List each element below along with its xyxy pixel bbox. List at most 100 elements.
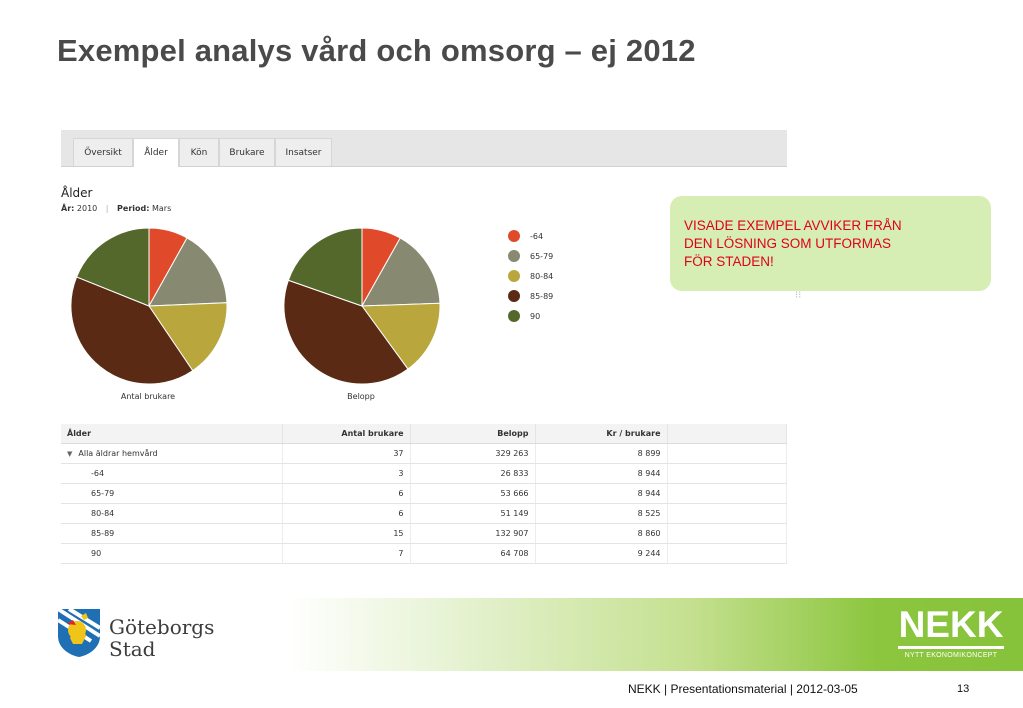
logo-line2: Stad: [109, 637, 156, 661]
pie-caption-belopp: Belopp: [347, 392, 375, 401]
tab-insatser[interactable]: Insatser: [275, 138, 332, 166]
period-value: Mars: [152, 204, 172, 213]
legend-label: -64: [530, 231, 544, 241]
tab-alder[interactable]: Ålder: [133, 138, 179, 167]
row-label: -64: [61, 463, 283, 484]
age-table: Ålder Antal brukare Belopp Kr / brukare …: [61, 424, 787, 564]
tab-oversikt[interactable]: Översikt: [73, 138, 133, 166]
pie-belopp-svg: [283, 227, 441, 385]
cell-belopp: 64 708: [410, 543, 536, 564]
table-row[interactable]: 85-89 15 132 907 8 860: [61, 523, 787, 544]
table-row[interactable]: 90 7 64 708 9 244: [61, 543, 787, 564]
cell-kr-per-brukare: 8 860: [535, 523, 668, 544]
cell-belopp: 53 666: [410, 483, 536, 504]
row-label: 80-84: [61, 503, 283, 524]
cell-empty: [667, 483, 787, 504]
legend-item: 85-89: [508, 286, 553, 306]
row-label: 90: [61, 543, 283, 564]
pie-slice-90[interactable]: [75, 227, 150, 307]
callout-line: DEN LÖSNING SOM UTFORMAS: [684, 236, 892, 251]
pie-slice-80-84[interactable]: [361, 302, 441, 370]
cell-empty: [667, 463, 787, 484]
pie-slice-85-89[interactable]: [283, 279, 409, 385]
table-row-total[interactable]: ▼ Alla äldrar hemvård 37 329 263 8 899: [61, 443, 787, 464]
cell-kr-per-brukare: 9 244: [535, 543, 668, 564]
cell-empty: [667, 543, 787, 564]
nekk-subtitle: NYTT EKONOMIKONCEPT: [904, 652, 998, 659]
cell-belopp: 51 149: [410, 503, 536, 524]
legend-label: 90: [530, 311, 541, 321]
cell-antal: 3: [282, 463, 411, 484]
legend-label: 80-84: [530, 271, 554, 281]
slide-title: Exempel analys vård och omsorg – ej 2012: [57, 33, 696, 68]
legend-swatch: [508, 230, 520, 242]
period-label: Period:: [117, 204, 150, 213]
column-header[interactable]: Belopp: [410, 424, 536, 444]
cell-kr-per-brukare: 8 944: [535, 463, 668, 484]
pie-slice-65-79[interactable]: [361, 237, 441, 307]
nekk-wordmark: NEKK: [898, 604, 1004, 645]
pie-antal-brukare-svg: [70, 227, 228, 385]
page-number: 13: [957, 683, 970, 695]
app-screenshot: Översikt Ålder Kön Brukare Insatser Ålde…: [61, 128, 787, 568]
year-label: År:: [61, 204, 75, 213]
pie-slice-85-89[interactable]: [70, 276, 194, 385]
column-header[interactable]: Kr / brukare: [535, 424, 668, 444]
tab-brukare[interactable]: Brukare: [219, 138, 275, 166]
cell-empty: [667, 443, 787, 464]
nekk-underline: [898, 646, 1004, 649]
cell-belopp: 132 907: [410, 523, 536, 544]
legend-item: 80-84: [508, 266, 553, 286]
cell-belopp: 26 833: [410, 463, 536, 484]
cell-kr-per-brukare: 8 899: [535, 443, 668, 464]
column-header[interactable]: Antal brukare: [282, 424, 411, 444]
logo-line1: Göteborgs: [109, 615, 215, 639]
period-meta: År: 2010 | Period: Mars: [61, 204, 171, 213]
row-label: Alla äldrar hemvård: [78, 449, 158, 458]
goteborgs-stad-logo-text: Göteborgs Stad: [109, 616, 214, 660]
tab-bar: Översikt Ålder Kön Brukare Insatser: [61, 130, 787, 167]
legend-label: 85-89: [530, 291, 554, 301]
callout-line: FÖR STADEN!: [684, 254, 774, 269]
legend-swatch: [508, 250, 520, 262]
legend-swatch: [508, 290, 520, 302]
row-label: 65-79: [61, 483, 283, 504]
table-header-row: Ålder Antal brukare Belopp Kr / brukare: [61, 424, 787, 444]
goteborg-crest-icon: [55, 606, 103, 663]
legend-item: -64: [508, 226, 553, 246]
column-header[interactable]: Ålder: [61, 424, 283, 444]
section-title: Ålder: [61, 186, 93, 200]
pie-slice-65-79[interactable]: [148, 237, 228, 307]
cell-kr-per-brukare: 8 525: [535, 503, 668, 524]
callout-line: VISADE EXEMPEL AVVIKER FRÅN: [684, 218, 902, 233]
cell-empty: [667, 523, 787, 544]
row-label-cell: ▼ Alla äldrar hemvård: [61, 443, 283, 464]
pie-caption-antal-brukare: Antal brukare: [120, 392, 176, 401]
cell-empty: [667, 503, 787, 524]
chart-legend: -64 65-79 80-84 85-89 90: [508, 226, 553, 326]
cell-kr-per-brukare: 8 944: [535, 483, 668, 504]
cell-belopp: 329 263: [410, 443, 536, 464]
table-row[interactable]: -64 3 26 833 8 944: [61, 463, 787, 484]
pie-slice-90[interactable]: [287, 227, 363, 307]
pie-antal-brukare: [62, 227, 238, 387]
footer-green-band: [288, 598, 1023, 671]
legend-swatch: [508, 310, 520, 322]
meta-separator: |: [105, 204, 109, 213]
legend-item: 65-79: [508, 246, 553, 266]
legend-swatch: [508, 270, 520, 282]
column-header-empty: [667, 424, 787, 444]
cell-antal: 6: [282, 503, 411, 524]
table-row[interactable]: 65-79 6 53 666 8 944: [61, 483, 787, 504]
legend-label: 65-79: [530, 251, 554, 261]
year-value: 2010: [76, 204, 98, 213]
collapse-triangle-icon[interactable]: ▼: [67, 450, 73, 458]
cell-antal: 15: [282, 523, 411, 544]
footer-text: NEKK | Presentationsmaterial | 2012-03-0…: [628, 682, 858, 696]
cell-antal: 7: [282, 543, 411, 564]
faint-artifact-icon: ⁝⁝: [795, 290, 802, 301]
table-row[interactable]: 80-84 6 51 149 8 525: [61, 503, 787, 524]
tab-kon[interactable]: Kön: [179, 138, 219, 166]
pie-slice-80-84[interactable]: [148, 302, 228, 372]
cell-antal: 37: [282, 443, 411, 464]
